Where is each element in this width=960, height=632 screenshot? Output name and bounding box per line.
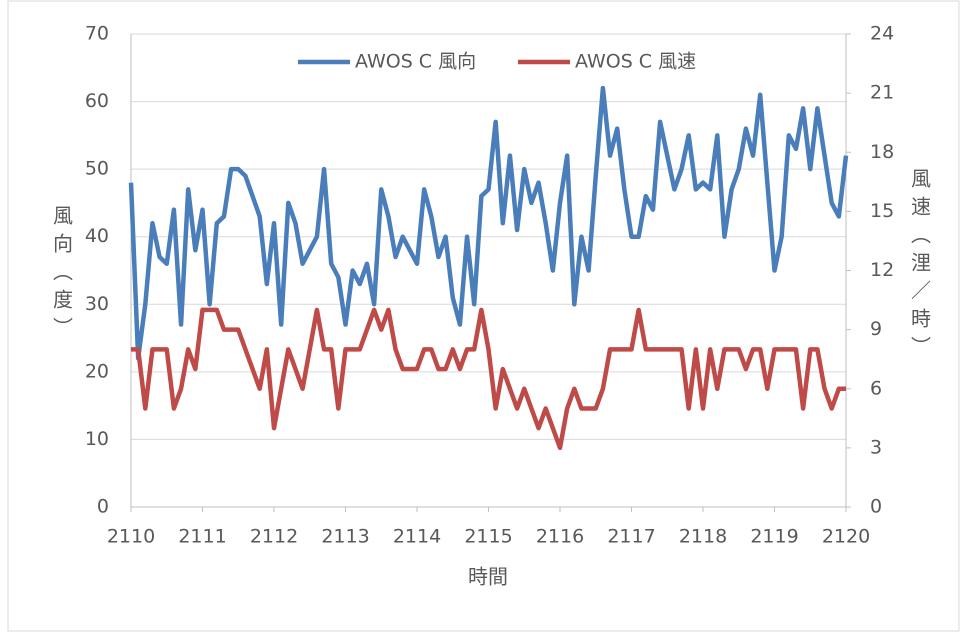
y2-tick-label: 9 xyxy=(870,318,882,340)
x-tick-label: 2113 xyxy=(321,526,369,548)
y2-tick-label: 24 xyxy=(870,23,894,45)
y2-tick-label: 12 xyxy=(870,259,894,281)
y2-tick-label: 0 xyxy=(870,496,882,518)
x-tick-label: 2118 xyxy=(679,526,727,548)
series-line xyxy=(131,307,846,451)
x-tick-label: 2115 xyxy=(464,526,512,548)
x-tick-label: 2117 xyxy=(607,526,655,548)
legend-label: AWOS C 風速 xyxy=(575,51,696,73)
y2-tick-label: 3 xyxy=(870,436,882,458)
y-tick-label: 10 xyxy=(85,428,109,450)
y-tick-label: 40 xyxy=(85,225,109,247)
y-axis-title: 風向（度） xyxy=(50,205,74,345)
y-tick-label: 60 xyxy=(85,90,109,112)
x-axis-title: 時間 xyxy=(468,565,508,589)
x-tick-label: 2111 xyxy=(178,526,226,548)
y-tick-label: 0 xyxy=(97,496,109,518)
y2-tick-label: 15 xyxy=(870,200,894,222)
y2-tick-label: 18 xyxy=(870,141,894,163)
x-tick-label: 2110 xyxy=(107,526,155,548)
legend-label: AWOS C 風向 xyxy=(355,51,476,73)
x-tick-label: 2114 xyxy=(393,526,441,548)
y2-axis-title: 風速（浬／時） xyxy=(908,168,932,364)
y-tick-label: 30 xyxy=(85,293,109,315)
series-line xyxy=(128,85,849,361)
x-tick-label: 2119 xyxy=(750,526,798,548)
y2-tick-label: 21 xyxy=(870,82,894,104)
x-tick-label: 2116 xyxy=(536,526,584,548)
y-tick-label: 50 xyxy=(85,158,109,180)
y-tick-label: 20 xyxy=(85,360,109,382)
y-tick-label: 70 xyxy=(85,23,109,45)
y2-tick-label: 6 xyxy=(870,377,882,399)
x-tick-label: 2112 xyxy=(250,526,298,548)
x-tick-label: 2120 xyxy=(822,526,870,548)
